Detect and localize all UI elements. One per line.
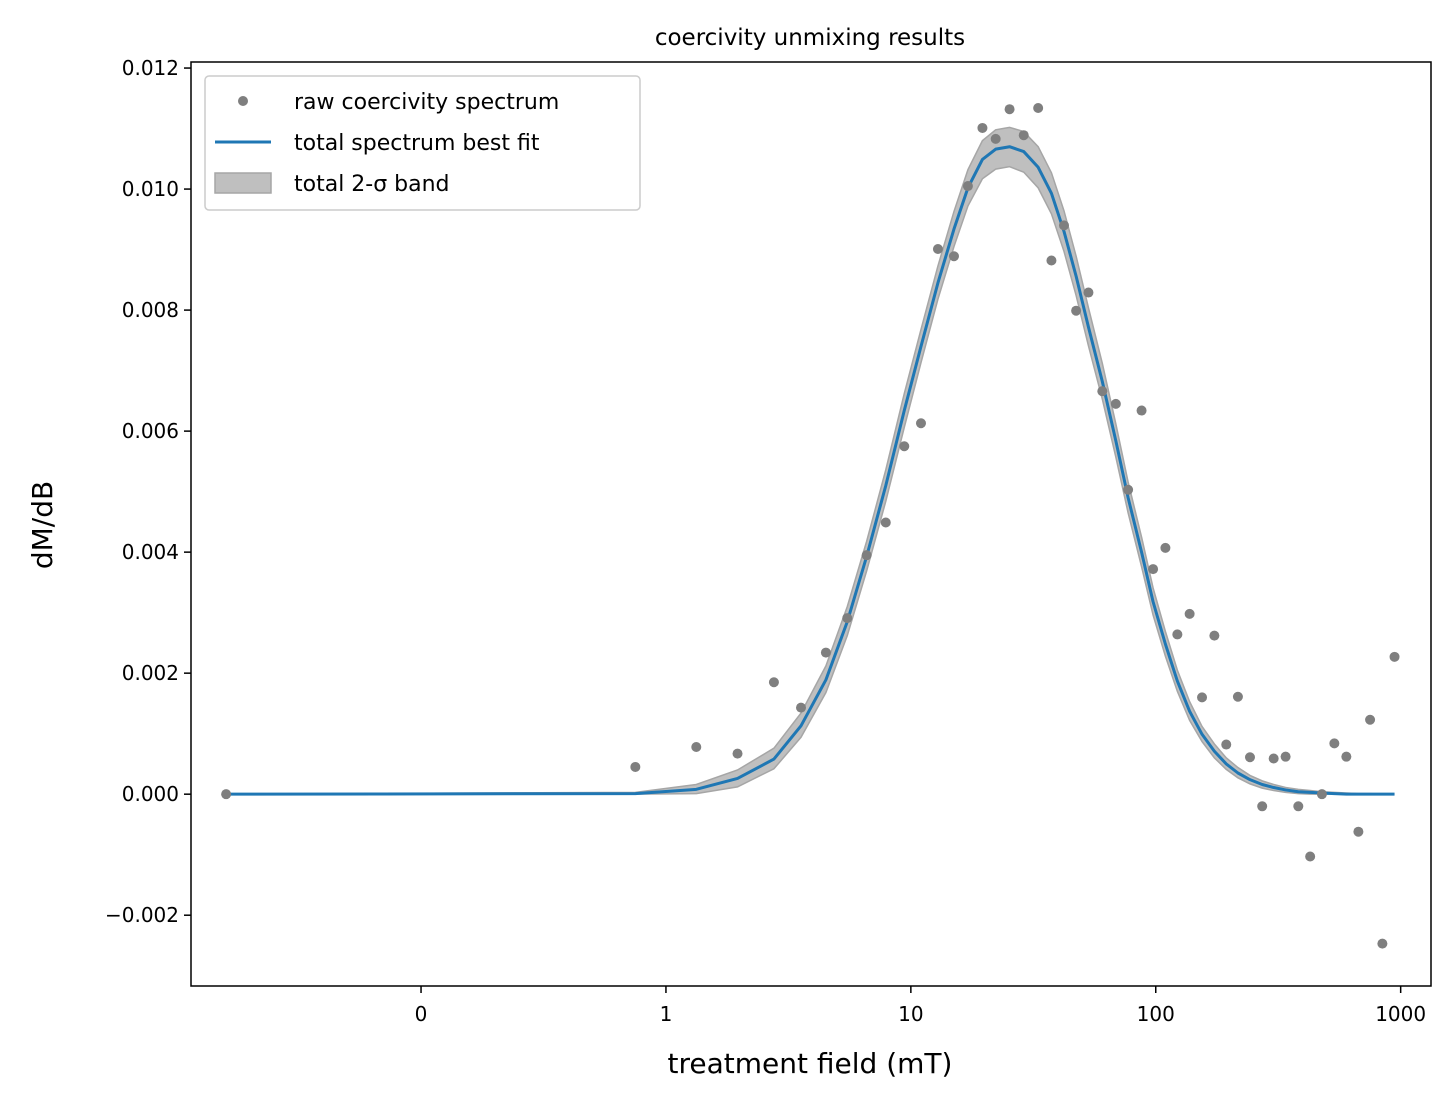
raw-data-point (962, 181, 973, 192)
band-layer (226, 126, 1395, 795)
y-tick-label: 0.012 (122, 56, 179, 80)
raw-data-point (1184, 608, 1195, 619)
y-tick-label: 0.004 (122, 540, 179, 564)
raw-data-point (915, 418, 926, 429)
y-tick-label: 0.002 (122, 661, 179, 685)
raw-data-point (932, 243, 943, 254)
y-axis-label: dM/dB (26, 481, 59, 569)
legend: raw coercivity spectrum total spectrum b… (204, 75, 641, 211)
raw-data-point (1268, 753, 1279, 764)
raw-data-point (1071, 305, 1082, 316)
raw-data-point (1097, 386, 1108, 397)
raw-data-point (1136, 405, 1147, 416)
y-axis: 0.012 0.010 0.008 0.006 0.004 0.002 0.000 −0.00… (105, 56, 191, 927)
raw-data-point (1083, 287, 1094, 298)
raw-data-point (1004, 104, 1015, 115)
raw-data-point (1365, 714, 1376, 725)
y-tick-label: −0.002 (105, 903, 179, 927)
raw-data-point (1123, 484, 1134, 495)
raw-data-point (1148, 564, 1159, 575)
raw-data-point (1221, 739, 1232, 750)
points-layer (221, 102, 1400, 949)
raw-data-point (768, 677, 779, 688)
raw-data-point (1244, 752, 1255, 763)
x-tick-label: 1 (660, 1002, 673, 1026)
raw-data-point (990, 133, 1001, 144)
raw-data-point (1059, 220, 1069, 231)
raw-data-point (1232, 691, 1243, 702)
raw-data-point (861, 550, 872, 561)
raw-data-point (796, 702, 806, 713)
legend-marker-points (238, 96, 248, 106)
x-tick-label: 0 (415, 1002, 428, 1026)
raw-data-point (1329, 738, 1340, 749)
raw-data-point (1197, 692, 1208, 703)
raw-data-point (977, 122, 988, 133)
raw-data-point (1160, 542, 1171, 553)
total-2-sigma-band (226, 126, 1395, 795)
x-tick-label: 1000 (1375, 1002, 1426, 1026)
raw-data-point (691, 741, 702, 752)
raw-data-point (1353, 826, 1364, 837)
raw-data-point (1018, 130, 1029, 141)
raw-data-point (899, 441, 910, 452)
raw-data-point (1257, 801, 1268, 812)
legend-marker-band (214, 172, 272, 194)
legend-label-fit: total spectrum best fit (294, 131, 540, 156)
x-axis-label: treatment field (mT) (668, 1047, 953, 1080)
raw-data-point (1389, 651, 1400, 662)
raw-data-point (842, 613, 853, 624)
raw-data-point (221, 789, 232, 800)
raw-data-point (1316, 789, 1327, 800)
x-tick-label: 10 (898, 1002, 923, 1026)
raw-data-point (1172, 629, 1183, 640)
raw-data-point (1209, 630, 1220, 641)
plot-frame (190, 61, 1432, 987)
legend-label-points: raw coercivity spectrum (294, 90, 559, 115)
raw-data-point (1341, 751, 1352, 762)
y-tick-label: 0.000 (122, 782, 179, 806)
raw-data-point (1110, 398, 1121, 409)
y-tick-label: 0.010 (122, 177, 179, 201)
raw-data-point (1280, 751, 1291, 762)
x-axis: 0 1 10 100 1000 (415, 986, 1426, 1026)
raw-data-point (1377, 938, 1388, 949)
raw-data-point (1305, 851, 1316, 862)
raw-data-point (880, 517, 891, 528)
raw-data-point (948, 251, 959, 262)
legend-label-band: total 2-σ band (294, 172, 450, 197)
raw-data-point (1046, 255, 1057, 266)
raw-data-point (1293, 801, 1304, 812)
raw-data-point (820, 647, 831, 658)
legend-frame (204, 75, 641, 211)
x-tick-label: 100 (1137, 1002, 1175, 1026)
raw-data-point (1033, 102, 1044, 113)
chart-title: coercivity unmixing results (655, 25, 965, 51)
y-tick-label: 0.006 (122, 419, 179, 443)
y-tick-label: 0.008 (122, 298, 179, 322)
plot-area (190, 61, 1432, 987)
raw-data-point (630, 761, 641, 772)
raw-data-point (732, 748, 743, 759)
